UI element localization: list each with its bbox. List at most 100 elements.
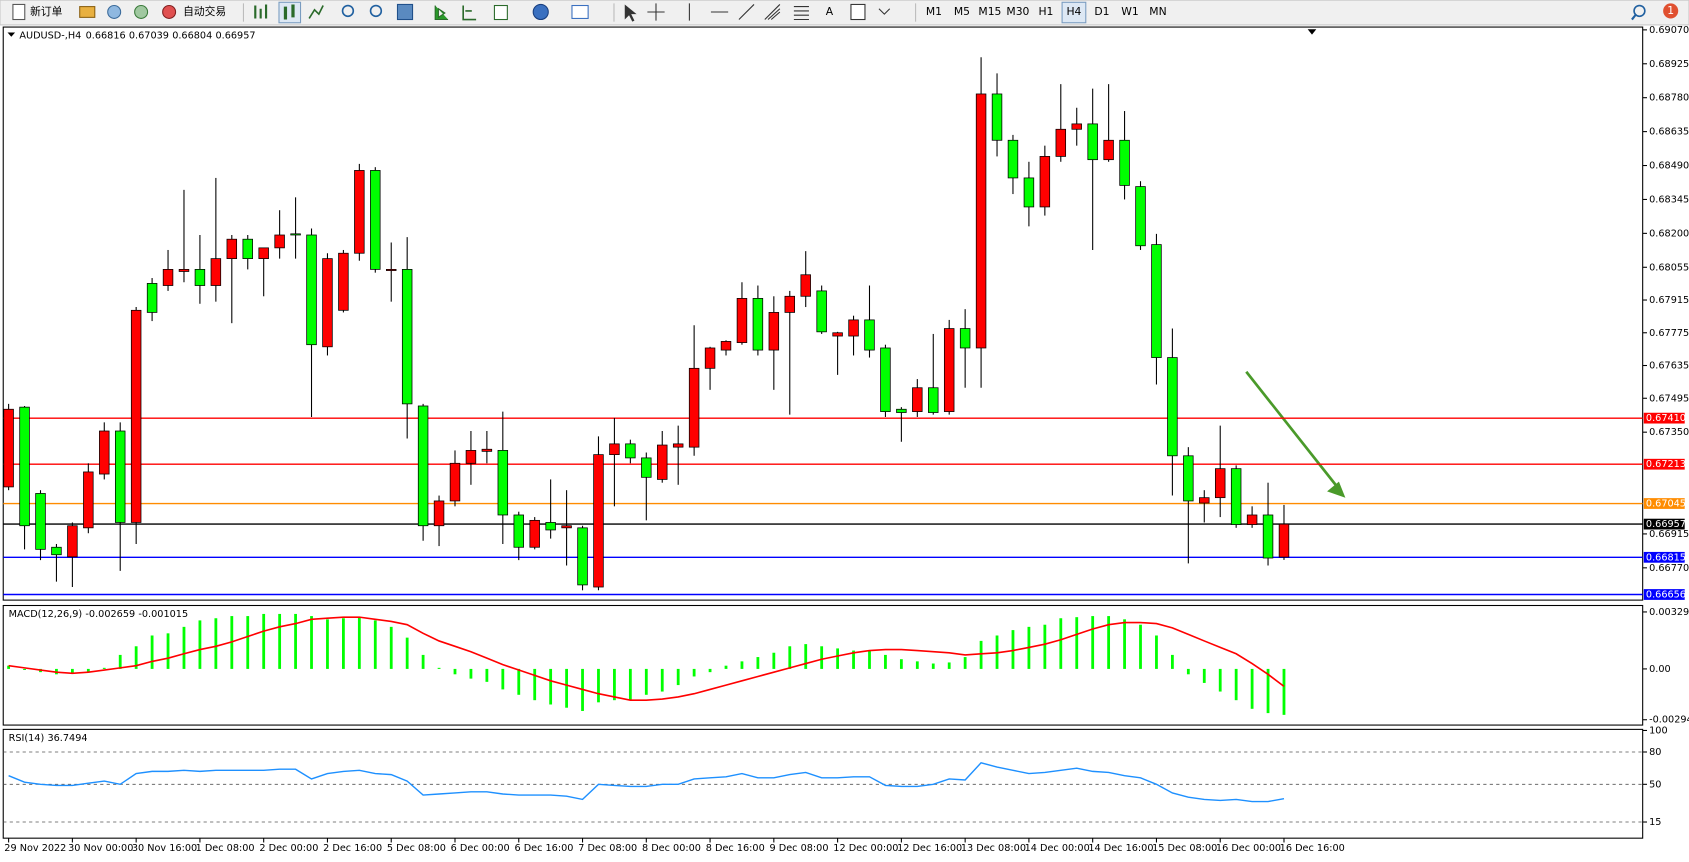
zoom-in-icon[interactable]	[341, 4, 355, 18]
y-tick-label: 80	[1649, 747, 1661, 758]
macd-bar	[1155, 635, 1158, 669]
macd-bar	[899, 659, 903, 669]
candle-body	[449, 462, 461, 502]
autoscroll-icon[interactable]	[434, 5, 449, 21]
timeframe-button[interactable]: M30	[1006, 5, 1029, 18]
candle-body	[577, 527, 588, 586]
price-level-tag	[1643, 458, 1685, 470]
candle-icon-active[interactable]	[278, 1, 302, 24]
candle-body	[816, 290, 827, 333]
macd-bar	[979, 640, 983, 669]
macd-bar	[501, 668, 505, 690]
candle-body	[1278, 523, 1290, 558]
macd-bar	[740, 661, 744, 669]
timeframe-button[interactable]: H4	[1066, 5, 1081, 18]
candle-body	[3, 408, 14, 488]
price-level-tag	[1643, 551, 1685, 563]
price-level-tag	[1643, 589, 1685, 600]
tile-icon[interactable]	[396, 3, 414, 21]
notification-badge[interactable]	[1663, 3, 1679, 19]
signal-icon[interactable]	[134, 4, 149, 19]
search-icon[interactable]	[1633, 4, 1646, 18]
macd-bar	[676, 668, 680, 686]
macd-bar	[644, 668, 648, 695]
candle-body	[928, 387, 939, 413]
indicators-icon[interactable]	[493, 4, 508, 21]
trendline-icon[interactable]	[738, 4, 755, 20]
timeframe-button[interactable]: H1	[1038, 5, 1053, 18]
data-icon[interactable]	[107, 4, 122, 19]
candle-body	[67, 525, 78, 558]
y-tick-label: 0.67775	[1649, 328, 1689, 339]
line-chart-icon[interactable]	[308, 5, 324, 19]
text-tool-button[interactable]: A	[826, 5, 834, 18]
timeframe-button[interactable]: MN	[1149, 5, 1166, 18]
macd-bar	[1234, 668, 1238, 701]
arrows-icon[interactable]	[878, 8, 891, 15]
toolbar-bar	[0, 0, 1689, 26]
y-tick-label: 0.68780	[1649, 93, 1689, 104]
cursor-icon[interactable]	[624, 4, 637, 22]
macd-bar	[214, 618, 218, 669]
macd-bar	[852, 650, 855, 669]
candle-body	[1007, 139, 1019, 179]
auto-trading-button[interactable]: 自动交易	[183, 5, 226, 18]
zoom-out-icon[interactable]	[369, 4, 383, 18]
timeframe-button[interactable]: M5	[954, 5, 970, 18]
templates-icon[interactable]	[571, 4, 589, 19]
macd-bar	[294, 613, 297, 669]
shift-icon[interactable]	[462, 5, 477, 21]
trend-arrow	[1245, 370, 1346, 498]
candle-body	[529, 519, 540, 548]
macd-bar	[342, 618, 345, 669]
macd-bar	[517, 668, 521, 695]
symbol-menu-marker[interactable]	[7, 32, 16, 37]
timeframe-button[interactable]: D1	[1094, 5, 1109, 18]
candle-body	[162, 269, 174, 286]
bar-chart-icon[interactable]	[254, 4, 268, 19]
macd-bar	[1123, 619, 1126, 669]
candle-body	[688, 367, 700, 448]
timeframe-button[interactable]: M15	[978, 5, 1001, 18]
x-tick-label: 29 Nov 2022	[4, 843, 66, 854]
y-tick-label: 0.67350	[1649, 427, 1689, 438]
macd-bar	[70, 668, 74, 674]
macd-bar	[118, 654, 122, 669]
crosshair-icon[interactable]	[647, 3, 665, 21]
macd-bar	[692, 668, 696, 677]
y-tick-label: 100	[1649, 725, 1668, 736]
fibonacci-icon[interactable]	[793, 6, 809, 21]
candle-icon[interactable]	[283, 4, 295, 20]
periods-icon[interactable]	[532, 3, 549, 21]
market-icon[interactable]	[79, 6, 96, 18]
label-tool-icon[interactable]	[850, 3, 866, 21]
new-order-icon[interactable]	[12, 3, 26, 21]
channel-icon[interactable]	[764, 4, 781, 20]
timeframe-button[interactable]: W1	[1121, 5, 1139, 18]
price-level-label: 0.67045	[1646, 499, 1686, 510]
x-tick-label: 14 Dec 00:00	[1025, 843, 1090, 854]
y-tick-label: 0.68490	[1649, 161, 1689, 172]
x-tick-label: 30 Nov 16:00	[132, 843, 197, 854]
candle-body	[19, 406, 30, 527]
candle-body	[497, 450, 509, 516]
candle-body	[51, 546, 62, 556]
macd-bar	[1059, 618, 1063, 669]
arrow-head	[1327, 481, 1346, 498]
macd-bar	[310, 616, 313, 669]
price-level-tag	[1643, 412, 1685, 424]
macd-header: MACD(12,26,9) -0.002659 -0.001015	[9, 609, 189, 620]
timeframe-button[interactable]: M1	[926, 5, 942, 18]
macd-bar	[613, 668, 616, 701]
candle-body	[386, 269, 397, 271]
macd-bar	[804, 644, 808, 669]
macd-bar	[102, 667, 106, 669]
candle-body	[561, 525, 572, 529]
candle-body	[433, 500, 445, 527]
macd-bar	[660, 668, 664, 692]
auto-trading-icon[interactable]	[162, 4, 177, 19]
new-order-button[interactable]: 新订单	[30, 5, 63, 18]
x-tick-label: 9 Dec 08:00	[770, 843, 829, 854]
candle-body	[641, 457, 652, 478]
macd-bar	[820, 646, 824, 669]
